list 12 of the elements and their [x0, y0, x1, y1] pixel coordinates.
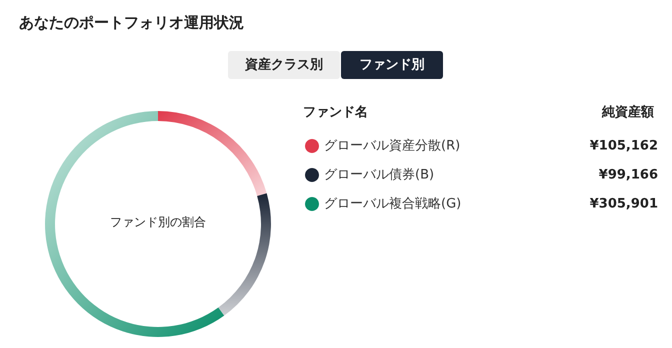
text: 純資産額 — [601, 104, 654, 120]
text: 資産クラス別 — [244, 56, 323, 72]
chart-title: あなたのポートフォリオ運用状況 — [19, 14, 244, 32]
legend-title: ファンド名 — [303, 105, 368, 120]
data-label: ¥305,901 — [590, 196, 658, 212]
text: ファンド別 — [360, 58, 424, 72]
legend-label: グローバル複合戦略(G) — [324, 196, 462, 212]
legend-label: グローバル資産分散(R) — [324, 138, 460, 154]
data-label: ¥99,166 — [598, 168, 658, 182]
text: ファンド別の割合 — [110, 215, 206, 229]
data-label: ¥105,162 — [590, 138, 658, 154]
legend-label: グローバル債券(B) — [324, 168, 434, 182]
